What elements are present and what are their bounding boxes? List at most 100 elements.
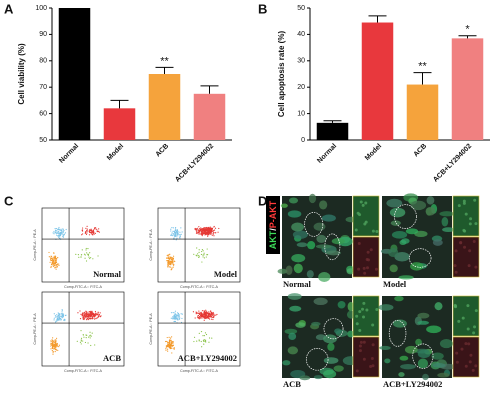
cell <box>288 197 299 204</box>
event-dot <box>52 350 54 353</box>
event-dot <box>79 310 81 312</box>
event-dot <box>203 335 205 337</box>
event-dot <box>93 231 95 234</box>
event-dot <box>55 316 57 318</box>
event-dot <box>54 265 56 267</box>
event-dot <box>62 230 64 232</box>
event-dot <box>211 234 213 236</box>
event-dot <box>97 255 99 257</box>
event-dot <box>171 336 173 338</box>
event-dot <box>166 348 169 350</box>
thumb-cell <box>464 342 468 346</box>
event-dot <box>167 262 169 264</box>
event-dot <box>89 314 92 317</box>
event-dot <box>208 341 210 343</box>
thumb-cell <box>464 212 468 216</box>
event-dot <box>52 344 54 346</box>
thumb-cell <box>371 343 375 347</box>
event-dot <box>89 252 91 254</box>
event-dot <box>212 311 214 314</box>
event-dot <box>94 344 96 346</box>
event-dot <box>82 340 84 342</box>
event-dot <box>203 311 205 313</box>
event-dot <box>169 257 171 259</box>
event-dot <box>60 233 62 235</box>
event-dot <box>195 231 198 233</box>
significance: ** <box>160 55 169 67</box>
event-dot <box>169 340 171 342</box>
event-dot <box>62 231 65 233</box>
axis-label: Comp-PE-A :: PE-A <box>149 313 153 345</box>
thumbnail <box>452 195 480 237</box>
event-dot <box>55 264 57 266</box>
event-dot <box>204 229 207 231</box>
event-dot <box>170 228 172 230</box>
event-dot <box>50 345 52 347</box>
event-dot <box>206 254 209 256</box>
event-dot <box>50 340 52 342</box>
event-dot <box>175 239 177 241</box>
thumb-cell <box>474 265 478 269</box>
thumb-cell <box>359 200 363 204</box>
event-dot <box>172 266 174 268</box>
event-dot <box>51 350 53 352</box>
axis-label: Comp-FITC-A :: FITC-A <box>64 369 102 373</box>
group-label: ACB <box>283 379 301 389</box>
event-dot <box>198 256 200 258</box>
event-dot <box>202 335 204 337</box>
event-dot <box>202 339 205 341</box>
cell <box>398 275 414 280</box>
event-dot <box>53 233 55 235</box>
event-dot <box>51 261 54 263</box>
event-dot <box>204 230 206 232</box>
event-dot <box>57 257 59 259</box>
cell <box>439 339 453 349</box>
event-dot <box>54 347 56 349</box>
event-dot <box>58 226 60 229</box>
event-dot <box>175 316 177 318</box>
event-dot <box>84 317 86 320</box>
thumb-cell <box>472 240 476 244</box>
thumb-cell <box>453 303 457 307</box>
event-dot <box>197 231 199 233</box>
event-dot <box>167 255 169 257</box>
thumb-cell <box>462 201 466 205</box>
event-dot <box>171 344 173 346</box>
event-dot <box>53 317 55 319</box>
event-dot <box>55 349 58 351</box>
event-dot <box>203 229 205 232</box>
event-dot <box>61 309 63 311</box>
cell <box>394 295 404 302</box>
x-tick-label: Normal <box>58 143 80 165</box>
event-dot <box>203 316 206 319</box>
thumb-cell <box>355 322 359 326</box>
event-dot <box>53 319 55 321</box>
cell <box>291 253 306 263</box>
event-dot <box>195 228 198 230</box>
bar <box>148 74 181 140</box>
event-dot <box>87 312 89 314</box>
significance: * <box>465 24 470 36</box>
cell <box>293 263 303 274</box>
event-dot <box>82 317 84 319</box>
event-dot <box>97 313 99 316</box>
event-dot <box>56 314 58 316</box>
event-dot <box>85 319 88 321</box>
event-dot <box>81 314 83 316</box>
event-dot <box>170 339 172 341</box>
event-dot <box>172 318 174 320</box>
event-dot <box>200 232 202 234</box>
event-dot <box>91 313 94 316</box>
thumb-cell <box>471 368 475 372</box>
thumb-cell <box>363 271 367 275</box>
event-dot <box>208 318 211 320</box>
event-dot <box>196 312 198 314</box>
event-dot <box>206 232 208 234</box>
event-dot <box>210 316 213 318</box>
event-dot <box>168 344 171 346</box>
event-dot <box>171 261 173 263</box>
event-dot <box>197 229 199 231</box>
event-dot <box>205 317 207 320</box>
event-dot <box>200 312 202 314</box>
cell <box>392 319 407 328</box>
